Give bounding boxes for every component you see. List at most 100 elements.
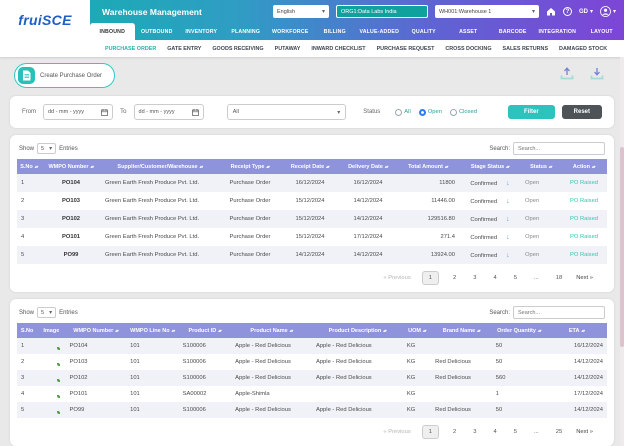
gd-menu[interactable]: GD ▾ <box>579 8 593 16</box>
sort-icon[interactable]: ▴▾ <box>218 327 222 333</box>
sort-icon[interactable]: ▴▾ <box>444 163 449 169</box>
status-radio-open[interactable]: Open <box>418 108 442 116</box>
po-raised-link[interactable]: PO Raised <box>569 234 599 240</box>
page-size-select[interactable]: 5 ▾ <box>37 307 57 318</box>
help-icon[interactable]: ? <box>562 7 572 16</box>
table-row[interactable]: 5 PO99 Green Earth Fresh Produce Pvt. Lt… <box>17 246 607 264</box>
tab-inbound[interactable]: INBOUND <box>90 23 135 40</box>
tab-integration[interactable]: INTEGRATION <box>538 28 577 35</box>
search-input[interactable] <box>513 142 605 155</box>
status-radio-all[interactable]: All <box>395 108 411 116</box>
sort-icon[interactable]: ▴▾ <box>548 163 553 169</box>
stage-advance-icon[interactable]: ↓ <box>506 215 510 223</box>
organization-field[interactable]: ORG1:Data Labs India <box>335 5 428 18</box>
subtab-purchase-order[interactable]: PURCHASE ORDER <box>105 45 157 52</box>
subtab-goods-receiving[interactable]: GOODS RECEIVING <box>212 45 264 52</box>
page-number[interactable]: 2 <box>453 275 457 281</box>
subtab-gate-entry[interactable]: GATE ENTRY <box>167 45 202 52</box>
page-number[interactable]: 25 <box>555 429 563 435</box>
table-row[interactable]: 1 PO104 Green Earth Fresh Produce Pvt. L… <box>17 174 607 192</box>
table-row[interactable]: 2 PO103 101 S100006 Apple - Red Deliciou… <box>17 354 607 370</box>
category-select[interactable]: All ▾ <box>226 104 347 120</box>
tab-barcode[interactable]: BARCODE <box>498 28 527 35</box>
sort-icon[interactable]: ▴▾ <box>477 327 481 333</box>
po-raised-link[interactable]: PO Raised <box>569 216 599 222</box>
language-select[interactable]: English ▾ <box>272 5 329 18</box>
po-raised-link[interactable]: PO Raised <box>569 198 599 204</box>
sort-icon[interactable]: ▴▾ <box>199 163 204 169</box>
tab-outbound[interactable]: OUTBOUND <box>140 28 173 35</box>
brand-logo[interactable]: fruiSCE <box>18 12 72 28</box>
sort-icon[interactable]: ▴▾ <box>326 163 330 169</box>
page-number[interactable]: 3 <box>473 429 477 435</box>
tab-value-added[interactable]: VALUE-ADDED <box>359 28 400 35</box>
create-purchase-order-button[interactable]: Create Purchase Order <box>14 63 116 88</box>
search-input[interactable] <box>513 306 605 319</box>
subtab-damaged-stock[interactable]: DAMAGED STOCK <box>559 45 608 52</box>
scrollbar-thumb[interactable] <box>620 147 624 347</box>
sort-icon[interactable]: ▴▾ <box>592 163 596 169</box>
table-row[interactable]: 4 PO101 Green Earth Fresh Produce Pvt. L… <box>17 228 607 246</box>
page-number[interactable]: 5 <box>513 275 517 281</box>
sort-icon[interactable]: ▴▾ <box>171 327 176 333</box>
tab-layout[interactable]: LAYOUT <box>590 28 613 35</box>
sort-icon[interactable]: ▴▾ <box>34 163 39 169</box>
sort-icon[interactable]: ▴▾ <box>581 327 585 333</box>
scrollbar[interactable] <box>620 57 624 446</box>
stage-advance-icon[interactable]: ↓ <box>506 179 510 187</box>
page-number[interactable]: 1 <box>421 271 439 285</box>
upload-icon[interactable] <box>560 66 574 85</box>
tab-planning[interactable]: PLANNING <box>231 28 261 35</box>
user-menu[interactable]: ▾ <box>600 6 616 17</box>
home-icon[interactable] <box>546 7 556 16</box>
stage-advance-icon[interactable]: ↓ <box>506 251 510 259</box>
table-row[interactable]: 4 PO101 101 SA00002 Apple-Shimla KG 1 17… <box>17 386 607 402</box>
previous-page-button[interactable]: « Previous <box>383 275 411 281</box>
reset-button[interactable]: Reset <box>561 105 602 119</box>
filter-button[interactable]: Filter <box>507 105 555 119</box>
subtab-inward-checklist[interactable]: INWARD CHECKLIST <box>311 45 366 52</box>
sort-icon[interactable]: ▴▾ <box>506 163 510 169</box>
sort-icon[interactable]: ▴▾ <box>422 327 427 333</box>
page-number[interactable]: 2 <box>453 429 457 435</box>
page-number[interactable]: 5 <box>513 429 517 435</box>
sort-icon[interactable]: ▴▾ <box>384 163 389 169</box>
page-number[interactable]: 3 <box>473 275 477 281</box>
po-raised-link[interactable]: PO Raised <box>569 252 599 258</box>
sort-icon[interactable]: ▴▾ <box>266 163 270 169</box>
sort-icon[interactable]: ▴▾ <box>537 327 542 333</box>
previous-page-button[interactable]: « Previous <box>383 429 411 435</box>
page-number[interactable]: 4 <box>493 275 497 281</box>
subtab-cross-docking[interactable]: CROSS DOCKING <box>445 45 492 52</box>
page-number[interactable]: 18 <box>555 275 563 281</box>
to-date-input[interactable]: dd - mm - yyyy <box>133 104 204 120</box>
sort-icon[interactable]: ▴▾ <box>383 327 387 333</box>
tab-billing[interactable]: BILLING <box>323 28 346 35</box>
po-raised-link[interactable]: PO Raised <box>569 180 599 186</box>
table-row[interactable]: 3 PO102 101 S100006 Apple - Red Deliciou… <box>17 370 607 386</box>
next-page-button[interactable]: Next » <box>576 275 593 281</box>
download-icon[interactable] <box>590 67 604 85</box>
tab-asset[interactable]: ASSET <box>459 28 478 35</box>
stage-advance-icon[interactable]: ↓ <box>506 233 510 241</box>
from-date-input[interactable]: dd - mm - yyyy <box>43 104 114 120</box>
table-row[interactable]: 3 PO102 Green Earth Fresh Produce Pvt. L… <box>17 210 607 228</box>
page-number[interactable]: 4 <box>493 429 497 435</box>
status-radio-closed[interactable]: Closed <box>449 108 477 116</box>
sort-icon[interactable]: ▴▾ <box>289 327 294 333</box>
warehouse-select[interactable]: WH001:Warehouse 1 ▾ <box>434 5 539 18</box>
subtab-putaway[interactable]: PUTAWAY <box>274 45 301 52</box>
page-number[interactable]: 1 <box>421 425 439 439</box>
subtab-sales-returns[interactable]: SALES RETURNS <box>502 45 549 52</box>
sort-icon[interactable]: ▴▾ <box>115 327 119 333</box>
table-row[interactable]: 5 PO99 101 S100006 Apple - Red Delicious… <box>17 402 607 418</box>
sort-icon[interactable]: ▴▾ <box>90 163 95 169</box>
table-row[interactable]: 1 PO104 101 S100006 Apple - Red Deliciou… <box>17 338 607 354</box>
tab-quality[interactable]: QUALITY <box>411 28 436 35</box>
table-row[interactable]: 2 PO103 Green Earth Fresh Produce Pvt. L… <box>17 192 607 210</box>
page-size-select[interactable]: 5 ▾ <box>37 143 57 154</box>
tab-workforce[interactable]: WORKFORCE <box>272 28 309 35</box>
tab-inventory[interactable]: INVENTORY <box>185 28 218 35</box>
stage-advance-icon[interactable]: ↓ <box>506 197 510 205</box>
next-page-button[interactable]: Next » <box>576 429 593 435</box>
